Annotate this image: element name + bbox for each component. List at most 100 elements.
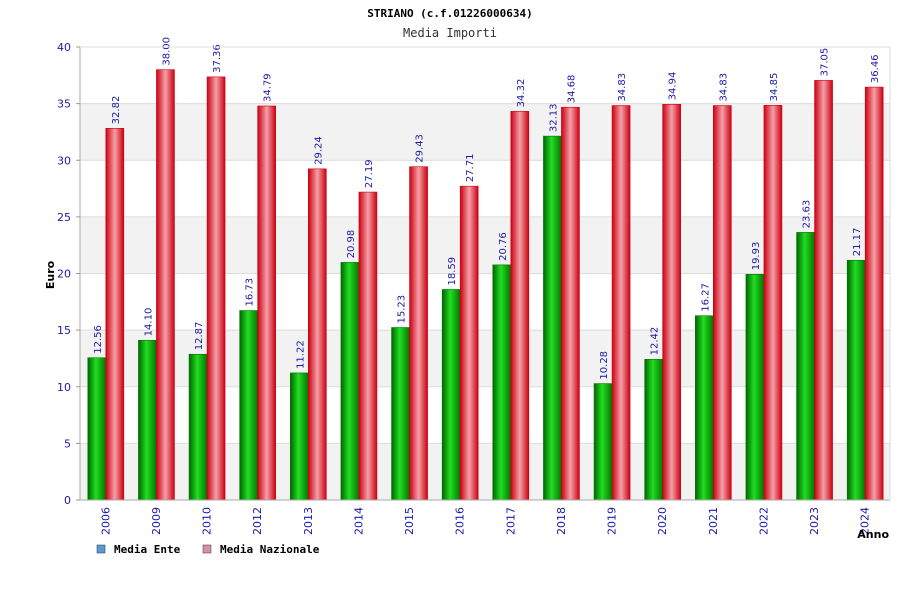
data-label-media-ente: 12.87 (194, 322, 205, 351)
data-label-media-ente: 21.17 (852, 228, 863, 257)
data-label-media-nazionale: 34.79 (263, 73, 274, 102)
y-tick-label: 10 (57, 381, 71, 394)
x-tick-label: 2006 (99, 507, 112, 535)
data-label-media-ente: 18.59 (447, 257, 458, 286)
chart-title: STRIANO (c.f.01226000634) (367, 7, 533, 20)
data-label-media-ente: 32.13 (548, 103, 559, 132)
bar-media-nazionale (662, 104, 681, 501)
data-label-media-ente: 15.23 (397, 295, 408, 324)
data-label-media-ente: 16.73 (245, 278, 256, 307)
data-label-media-ente: 12.56 (93, 325, 104, 354)
bar-media-ente (441, 289, 461, 501)
data-label-media-ente: 19.93 (751, 242, 762, 271)
x-tick-label: 2023 (808, 507, 821, 535)
bar-media-nazionale (864, 86, 884, 501)
bar-media-nazionale (358, 191, 378, 501)
x-tick-label: 2012 (251, 507, 264, 535)
data-label-media-ente: 20.98 (346, 230, 357, 259)
data-label-media-ente: 16.27 (700, 283, 711, 312)
data-label-media-ente: 14.10 (143, 308, 154, 337)
bar-media-ente (391, 327, 410, 501)
data-label-media-nazionale: 27.19 (364, 159, 375, 188)
data-label-media-ente: 23.63 (802, 200, 813, 229)
data-label-media-nazionale: 32.82 (111, 96, 122, 125)
bar-media-ente (492, 264, 512, 501)
data-label-media-nazionale: 29.24 (313, 136, 324, 165)
bar-media-ente (290, 372, 309, 501)
bar-media-nazionale (156, 69, 175, 501)
bar-media-ente (543, 135, 562, 501)
data-labels: 12.56 32.82 14.10 38.00 12.87 37.36 16.73 34.79… (93, 37, 881, 380)
data-label-media-nazionale: 36.46 (870, 54, 881, 83)
bar-media-nazionale (611, 105, 631, 501)
x-tick-label: 2020 (656, 507, 669, 535)
bar-media-ente (745, 273, 765, 501)
bar-media-ente (239, 310, 258, 501)
bar-media-nazionale (763, 105, 783, 501)
data-label-media-nazionale: 37.05 (820, 48, 831, 77)
legend-swatch-media-nazionale (202, 544, 212, 554)
y-tick-label: 0 (64, 494, 71, 507)
y-tick-label: 35 (57, 98, 71, 111)
y-tick-label: 15 (57, 324, 71, 337)
y-tick-label: 5 (64, 437, 71, 450)
legend: Media Ente Media Nazionale (96, 543, 320, 556)
x-axis-label: Anno (857, 528, 889, 541)
bar-media-ente (87, 357, 107, 501)
data-label-media-nazionale: 27.71 (465, 154, 476, 183)
x-tick-label: 2010 (201, 507, 214, 535)
bar-media-ente (644, 359, 663, 501)
x-tick-label: 2014 (352, 507, 365, 535)
y-axis-ticks: 0 5 10 15 20 25 30 35 40 (57, 41, 80, 507)
x-tick-label: 2019 (606, 507, 619, 535)
y-tick-label: 30 (57, 154, 71, 167)
x-tick-label: 2024 (859, 507, 872, 535)
data-label-media-nazionale: 34.85 (769, 73, 780, 102)
y-tick-label: 25 (57, 211, 71, 224)
bar-media-nazionale (409, 166, 428, 501)
x-axis-ticks: 2006 2009 2010 2012 2013 2014 2015 2016 2017 2018… (99, 507, 871, 535)
x-tick-label: 2018 (555, 507, 568, 535)
y-tick-label: 20 (57, 268, 71, 281)
data-label-media-nazionale: 38.00 (161, 37, 172, 66)
bar-media-ente (138, 340, 157, 501)
bar-media-nazionale (105, 128, 125, 501)
legend-label-media-ente: Media Ente (114, 543, 181, 556)
legend-swatch-media-ente (96, 544, 106, 554)
data-label-media-ente: 20.76 (498, 232, 509, 261)
x-tick-label: 2017 (504, 507, 517, 535)
bar-media-nazionale (206, 76, 226, 501)
data-label-media-ente: 11.22 (295, 340, 306, 369)
x-tick-label: 2022 (757, 507, 770, 535)
bar-media-nazionale (510, 111, 530, 501)
bar-media-nazionale (308, 168, 327, 501)
bar-media-nazionale (257, 105, 276, 501)
bar-media-ente (846, 259, 866, 501)
data-label-media-nazionale: 34.68 (566, 75, 577, 104)
chart-subtitle: Media Importi (403, 26, 497, 40)
bar-media-ente (593, 383, 613, 501)
bar-media-nazionale (561, 106, 580, 501)
y-axis-label: Euro (44, 260, 57, 289)
data-label-media-ente: 10.28 (599, 351, 610, 380)
data-label-media-ente: 12.42 (650, 327, 661, 356)
data-label-media-nazionale: 34.83 (617, 73, 628, 102)
bars (87, 69, 884, 501)
bar-media-nazionale (814, 80, 833, 501)
x-tick-label: 2016 (454, 507, 467, 535)
bar-media-ente (188, 353, 208, 501)
data-label-media-nazionale: 34.32 (516, 79, 527, 108)
data-label-media-nazionale: 37.36 (212, 44, 223, 73)
bar-media-ente (796, 232, 815, 501)
legend-label-media-nazionale: Media Nazionale (220, 543, 320, 556)
x-tick-label: 2013 (302, 507, 315, 535)
x-tick-label: 2009 (150, 507, 163, 535)
bar-media-nazionale (713, 105, 732, 501)
data-label-media-nazionale: 29.43 (415, 134, 426, 163)
y-tick-label: 40 (57, 41, 71, 54)
x-tick-label: 2015 (403, 507, 416, 535)
bar-media-nazionale (459, 185, 479, 501)
bar-media-ente (340, 262, 360, 501)
bar-media-ente (695, 315, 714, 501)
